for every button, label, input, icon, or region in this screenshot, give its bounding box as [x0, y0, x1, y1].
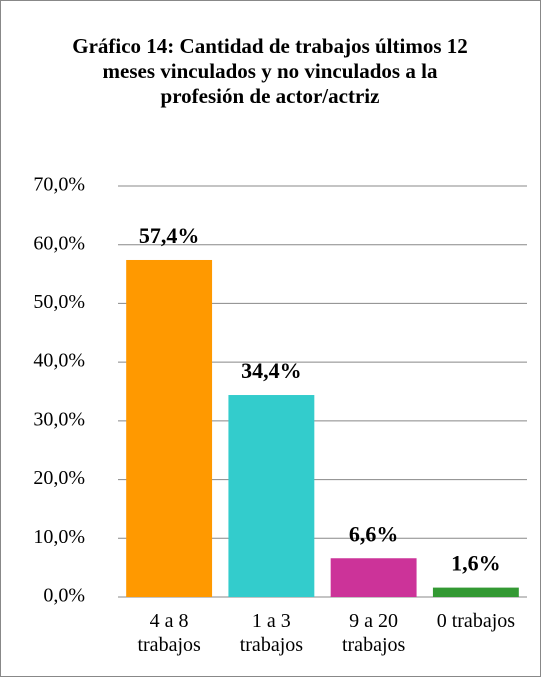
x-tick-label: 4 a 8 trabajos: [137, 610, 201, 656]
y-tick-label: 10,0%: [33, 526, 85, 548]
data-label: 34,4%: [241, 358, 302, 383]
y-tick-label: 70,0%: [33, 174, 85, 196]
x-tick-label: 9 a 20 trabajos: [341, 610, 406, 656]
data-label: 1,6%: [451, 551, 501, 576]
y-tick-label: 40,0%: [33, 350, 85, 372]
bar: [330, 558, 417, 597]
y-tick-label: 50,0%: [33, 291, 85, 313]
bar: [432, 587, 519, 597]
x-tick-label: 0 trabajos: [436, 610, 516, 632]
bar: [126, 259, 213, 597]
data-label: 6,6%: [349, 521, 399, 546]
x-tick-label: 1 a 3 trabajos: [239, 610, 304, 656]
y-tick-label: 0,0%: [43, 585, 85, 607]
y-tick-label: 60,0%: [33, 232, 85, 254]
bar: [228, 395, 315, 597]
y-tick-label: 20,0%: [33, 467, 85, 489]
y-tick-label: 30,0%: [33, 408, 85, 430]
chart-title: Gráfico 14: Cantidad de trabajos últimos…: [72, 34, 468, 108]
data-label: 57,4%: [139, 223, 200, 248]
